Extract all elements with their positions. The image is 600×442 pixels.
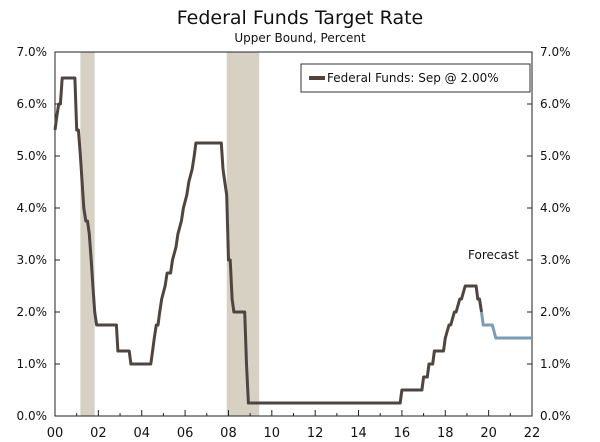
x-tick-label: 16 xyxy=(394,426,411,441)
y-tick-label-left: 3.0% xyxy=(17,253,48,267)
y-tick-label-right: 7.0% xyxy=(540,45,571,59)
y-tick-label-right: 5.0% xyxy=(540,149,571,163)
y-tick-label-left: 1.0% xyxy=(17,357,48,371)
y-tick-label-left: 0.0% xyxy=(17,409,48,423)
x-tick-label: 02 xyxy=(90,426,107,441)
x-tick-label: 00 xyxy=(47,426,64,441)
recession-band-1 xyxy=(80,52,95,416)
forecast-annotation: Forecast xyxy=(468,248,519,262)
forecast-line xyxy=(480,311,532,340)
y-tick-label-left: 7.0% xyxy=(17,45,48,59)
fed-funds-line xyxy=(53,76,483,405)
x-tick-label: 14 xyxy=(350,426,367,441)
y-tick-label-right: 0.0% xyxy=(540,409,571,423)
x-tick-label: 18 xyxy=(437,426,454,441)
recession-bands xyxy=(80,52,260,416)
x-tick-label: 08 xyxy=(220,426,237,441)
chart-title: Federal Funds Target Rate xyxy=(177,7,423,29)
x-tick-label: 06 xyxy=(177,426,194,441)
recession-band-2 xyxy=(226,52,260,416)
legend: Federal Funds: Sep @ 2.00% xyxy=(300,63,531,93)
y-tick-label-right: 2.0% xyxy=(540,305,571,319)
y-tick-label-left: 6.0% xyxy=(17,97,48,111)
legend-box xyxy=(300,63,531,93)
y-tick-label-left: 4.0% xyxy=(17,201,48,215)
x-tick-label: 04 xyxy=(133,426,150,441)
axes: 0.0% 0.0% 1.0% 1.0% 2.0% 2.0% 3.0% 3.0% 4.0% 4.0%… xyxy=(17,45,571,441)
y-tick-label-right: 3.0% xyxy=(540,253,571,267)
y-tick-label-left: 5.0% xyxy=(17,149,48,163)
x-tick-label: 20 xyxy=(480,426,497,441)
chart-subtitle: Upper Bound, Percent xyxy=(234,31,366,45)
y-tick-label-right: 4.0% xyxy=(540,201,571,215)
y-tick-label-right: 1.0% xyxy=(540,357,571,371)
legend-label: Federal Funds: Sep @ 2.00% xyxy=(327,71,499,85)
series-lines xyxy=(53,76,532,405)
x-tick-label: 10 xyxy=(264,426,281,441)
y-tick-label-left: 2.0% xyxy=(17,305,48,319)
plot-frame xyxy=(54,51,533,417)
x-tick-label: 22 xyxy=(524,426,541,441)
x-tick-label: 12 xyxy=(307,426,324,441)
y-tick-label-right: 6.0% xyxy=(540,97,571,111)
